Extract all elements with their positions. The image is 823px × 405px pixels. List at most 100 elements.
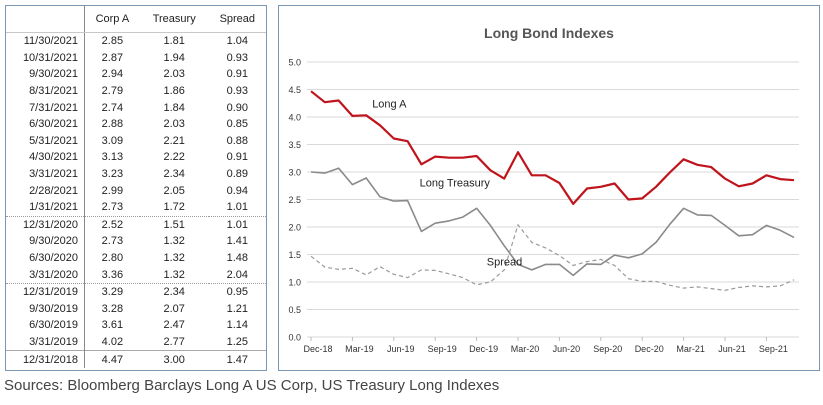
x-tick-label: Mar-19: [345, 344, 374, 354]
date-cell: 4/30/2021: [6, 149, 85, 166]
y-axis-ticks: 0.0 0.5 1.0 1.5 2.0 2.5 3.0 3.5 4.0 4.5 5.0: [288, 58, 301, 343]
table-header-row: Corp A Treasury Spread: [6, 6, 266, 33]
corp-a-cell: 2.73: [101, 201, 124, 214]
series-label: Spread: [487, 257, 522, 269]
y-tick-label: 0.0: [288, 333, 301, 343]
corp-a-cell: 2.87: [101, 51, 124, 64]
date-cell: 9/30/2019: [6, 300, 85, 318]
x-tick-label: Dec-18: [303, 344, 332, 354]
x-tick-label: Dec-19: [469, 344, 498, 354]
date-cell: 8/31/2021: [6, 82, 85, 100]
yield-table-panel: Corp A Treasury Spread 11/30/2021 2.85 1.8…: [5, 5, 267, 371]
date-cell: 9/30/2020: [6, 233, 85, 250]
corp-a-cell: 2.85: [101, 35, 124, 48]
date-cell: 11/30/2021: [6, 32, 85, 50]
table-row: 1/31/2021 2.73 1.72 1.01: [6, 198, 266, 217]
table-body: 11/30/2021 2.85 1.81 1.04 10/31/2021 2.87 1.94…: [6, 32, 266, 368]
treasury-cell: 1.81: [163, 35, 185, 48]
spread-cell: 0.91: [226, 151, 249, 164]
corp-a-cell: 2.88: [101, 118, 124, 131]
y-tick-label: 1.0: [288, 278, 301, 288]
table-row: 10/31/2021 2.87 1.94 0.93: [6, 49, 266, 67]
spread-cell: 0.90: [226, 101, 249, 114]
corp-a-cell: 2.52: [84, 215, 140, 234]
corp-a-cell: 3.13: [101, 151, 124, 164]
date-cell: 3/31/2021: [6, 165, 85, 183]
spread-cell: 1.01: [226, 201, 249, 214]
spread-cell: 1.41: [226, 235, 249, 248]
date-cell: 7/31/2021: [6, 99, 85, 116]
date-cell: 6/30/2019: [6, 317, 85, 334]
spread-cell: 1.47: [208, 350, 266, 368]
y-tick-label: 0.5: [288, 305, 301, 315]
treasury-cell: 2.05: [163, 184, 185, 197]
date-cell: 6/30/2021: [6, 115, 85, 133]
spread-cell: 0.85: [226, 118, 249, 131]
corp-a-cell: 2.74: [101, 101, 124, 114]
spread-cell: 0.93: [226, 51, 249, 64]
corp-a-cell: 2.80: [101, 252, 124, 265]
treasury-cell: 3.00: [139, 350, 209, 368]
treasury-cell: 2.77: [163, 335, 185, 348]
date-cell: 3/31/2019: [6, 333, 85, 351]
date-cell: 3/31/2020: [6, 266, 85, 284]
y-tick-label: 4.5: [288, 85, 301, 95]
table-row: 6/30/2020 2.80 1.32 1.48: [6, 249, 266, 267]
spread-cell: 0.95: [208, 282, 266, 301]
treasury-cell: 1.32: [163, 268, 185, 281]
table-row: 12/31/2018 4.47 3.00 1.47: [6, 350, 266, 368]
series-line-spread: [310, 224, 795, 291]
corp-a-cell: 3.29: [84, 282, 140, 301]
treasury-cell: 2.22: [163, 151, 185, 164]
treasury-cell: 2.03: [163, 68, 185, 81]
date-cell: 12/31/2019: [6, 282, 85, 301]
treasury-cell: 1.32: [163, 235, 185, 248]
header-treasury: Treasury: [139, 6, 209, 33]
spread-cell: 0.89: [226, 168, 249, 181]
x-tick-label: Mar-20: [511, 344, 540, 354]
corp-a-cell: 3.28: [101, 302, 124, 315]
treasury-cell: 1.32: [163, 252, 185, 265]
treasury-cell: 1.94: [163, 51, 185, 64]
table-row: 9/30/2019 3.28 2.07 1.21: [6, 300, 266, 318]
corp-a-cell: 3.36: [101, 268, 124, 281]
date-cell: 1/31/2021: [6, 198, 85, 217]
header-corp-a: Corp A: [84, 6, 140, 33]
spread-cell: 0.94: [226, 184, 249, 197]
series-group: [310, 90, 795, 291]
table-row: 5/31/2021 3.09 2.21 0.88: [6, 132, 266, 150]
treasury-cell: 2.34: [163, 168, 185, 181]
treasury-cell: 1.86: [163, 85, 185, 98]
header-spread: Spread: [208, 6, 266, 33]
treasury-cell: 2.21: [163, 134, 185, 147]
corp-a-cell: 3.61: [101, 319, 124, 332]
header-date: [6, 6, 85, 33]
corp-a-cell: 3.09: [101, 134, 124, 147]
yield-table: Corp A Treasury Spread 11/30/2021 2.85 1.8…: [6, 6, 266, 368]
spread-cell: 1.14: [226, 319, 249, 332]
table-row: 12/31/2019 3.29 2.34 0.95: [6, 282, 266, 301]
table-row: 6/30/2019 3.61 2.47 1.14: [6, 317, 266, 334]
date-cell: 10/31/2021: [6, 49, 85, 67]
y-tick-label: 1.5: [288, 250, 301, 260]
spread-cell: 1.21: [226, 302, 249, 315]
date-cell: 9/30/2021: [6, 66, 85, 83]
corp-a-cell: 4.02: [101, 335, 124, 348]
corp-a-cell: 4.47: [84, 350, 140, 368]
series-labels: Long A Long Treasury Spread: [372, 98, 522, 268]
treasury-cell: 2.34: [139, 282, 209, 301]
table-row: 9/30/2020 2.73 1.32 1.41: [6, 233, 266, 250]
x-tick-label: Sep-21: [759, 344, 788, 354]
table-row: 11/30/2021 2.85 1.81 1.04: [6, 32, 266, 50]
table-row: 3/31/2019 4.02 2.77 1.25: [6, 333, 266, 351]
y-tick-label: 4.0: [288, 113, 301, 123]
chart-panel: Long Bond Indexes 0.0 0.5 1.0 1.5 2.0 2.5 3.0 3…: [278, 5, 820, 371]
spread-cell: 0.91: [226, 68, 249, 81]
spread-cell: 1.01: [208, 215, 266, 234]
source-note: Sources: Bloomberg Barclays Long A US Co…: [4, 377, 500, 394]
x-tick-label: Dec-20: [635, 344, 664, 354]
series-label: Long Treasury: [420, 178, 491, 190]
x-tick-label: Jun-19: [387, 344, 415, 354]
table-row: 9/30/2021 2.94 2.03 0.91: [6, 66, 266, 83]
y-tick-label: 3.5: [288, 140, 301, 150]
